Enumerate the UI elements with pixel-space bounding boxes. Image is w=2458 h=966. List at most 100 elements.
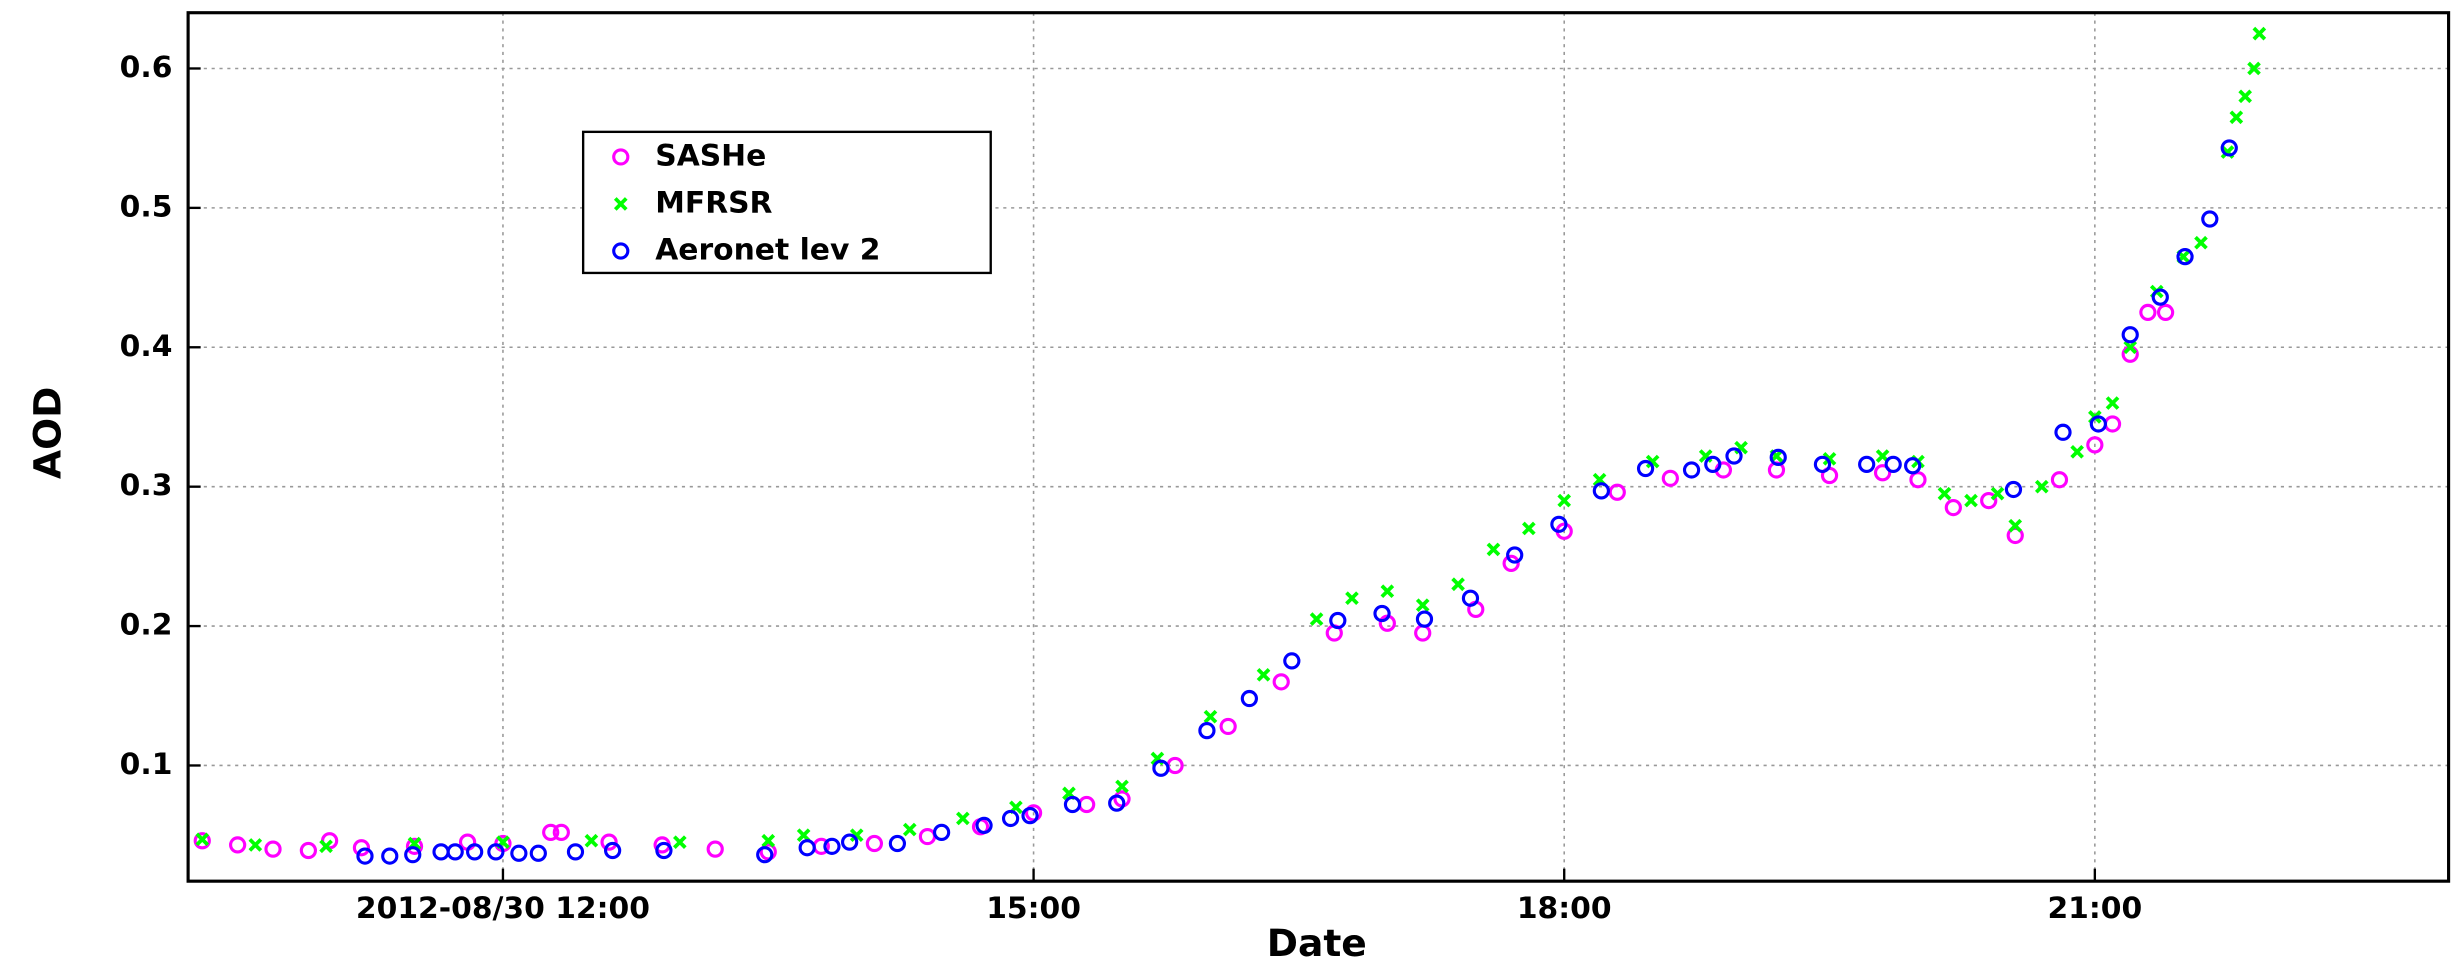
point xyxy=(1980,491,1998,510)
point xyxy=(1873,464,1892,482)
y-tick-label: 0.5 xyxy=(120,189,173,224)
point xyxy=(229,836,247,854)
point xyxy=(2004,480,2023,499)
point xyxy=(2086,436,2104,454)
x-tick-label: 15:00 xyxy=(986,891,1081,926)
point xyxy=(2247,61,2261,76)
y-tick-label: 0.4 xyxy=(120,329,173,364)
point xyxy=(2123,340,2138,355)
point xyxy=(299,841,318,860)
y-axis-label: AOD xyxy=(26,387,70,479)
plot-frame xyxy=(186,11,2451,883)
point xyxy=(1256,668,1271,682)
point xyxy=(552,823,570,842)
x-tick-label: 21:00 xyxy=(2047,891,2142,926)
x-tick-label: 18:00 xyxy=(1517,891,1612,926)
point xyxy=(195,832,210,847)
point xyxy=(1822,451,1837,466)
point xyxy=(1486,542,1501,557)
point xyxy=(1858,455,1876,473)
point xyxy=(603,841,622,860)
point xyxy=(2139,303,2157,322)
point xyxy=(446,843,464,861)
point xyxy=(1152,759,1170,777)
point xyxy=(1415,610,1434,628)
point xyxy=(1373,604,1391,623)
point xyxy=(566,843,585,861)
point xyxy=(1506,546,1524,564)
point xyxy=(2105,396,2120,410)
point xyxy=(756,846,774,864)
legend-label: SASHe xyxy=(655,138,766,173)
point xyxy=(761,833,776,848)
point xyxy=(1001,809,1020,828)
point xyxy=(798,839,816,857)
point xyxy=(1108,794,1126,812)
legend-label: Aeronet lev 2 xyxy=(655,232,880,267)
point xyxy=(1661,469,1679,487)
y-tick-label: 0.6 xyxy=(120,50,173,85)
point xyxy=(2089,415,2108,433)
point xyxy=(1451,577,1465,592)
point xyxy=(510,844,528,862)
point xyxy=(404,846,422,864)
point xyxy=(1240,689,1258,708)
point xyxy=(2050,471,2069,489)
point xyxy=(1309,612,1324,626)
point xyxy=(1682,461,1701,479)
point xyxy=(1115,779,1129,794)
point xyxy=(1645,454,1660,469)
point xyxy=(1884,455,1902,473)
point xyxy=(1021,807,1039,825)
point xyxy=(319,839,333,854)
point xyxy=(1522,521,1536,536)
point xyxy=(2156,303,2175,322)
point xyxy=(2194,235,2208,250)
point xyxy=(2034,479,2049,494)
point xyxy=(1608,483,1626,501)
point xyxy=(1769,448,1787,467)
point xyxy=(381,847,399,865)
point xyxy=(1283,652,1301,670)
legend-label: MFRSR xyxy=(655,185,772,220)
point xyxy=(2070,445,2084,459)
point xyxy=(405,837,424,855)
point xyxy=(2151,288,2169,306)
point xyxy=(1219,717,1237,736)
point xyxy=(1557,493,1572,508)
legend-marker xyxy=(613,197,628,211)
point xyxy=(1272,673,1290,691)
point xyxy=(823,837,841,855)
point xyxy=(1550,515,1568,533)
point xyxy=(1937,486,1952,501)
point xyxy=(1461,589,1480,607)
point xyxy=(2121,326,2139,344)
point xyxy=(2176,248,2194,266)
point xyxy=(466,843,484,861)
point xyxy=(975,816,993,835)
point xyxy=(2229,110,2244,125)
point xyxy=(706,840,724,858)
point xyxy=(248,838,263,852)
point xyxy=(2008,518,2023,533)
point xyxy=(1725,447,1743,465)
point xyxy=(2220,139,2238,157)
point xyxy=(2238,89,2252,104)
y-tick-label: 0.3 xyxy=(120,468,173,503)
point xyxy=(796,828,811,842)
point xyxy=(841,833,859,851)
point xyxy=(1990,486,2005,501)
point xyxy=(888,834,907,853)
point xyxy=(1909,471,1927,489)
legend-box xyxy=(581,130,992,275)
point xyxy=(1944,498,1962,517)
point xyxy=(600,833,618,851)
point xyxy=(584,833,599,848)
point xyxy=(1345,591,1359,606)
legend: SASHe MFRSR Aeronet lev 2 xyxy=(581,130,992,275)
point xyxy=(487,843,505,861)
point xyxy=(542,823,560,842)
point xyxy=(1502,554,1520,572)
